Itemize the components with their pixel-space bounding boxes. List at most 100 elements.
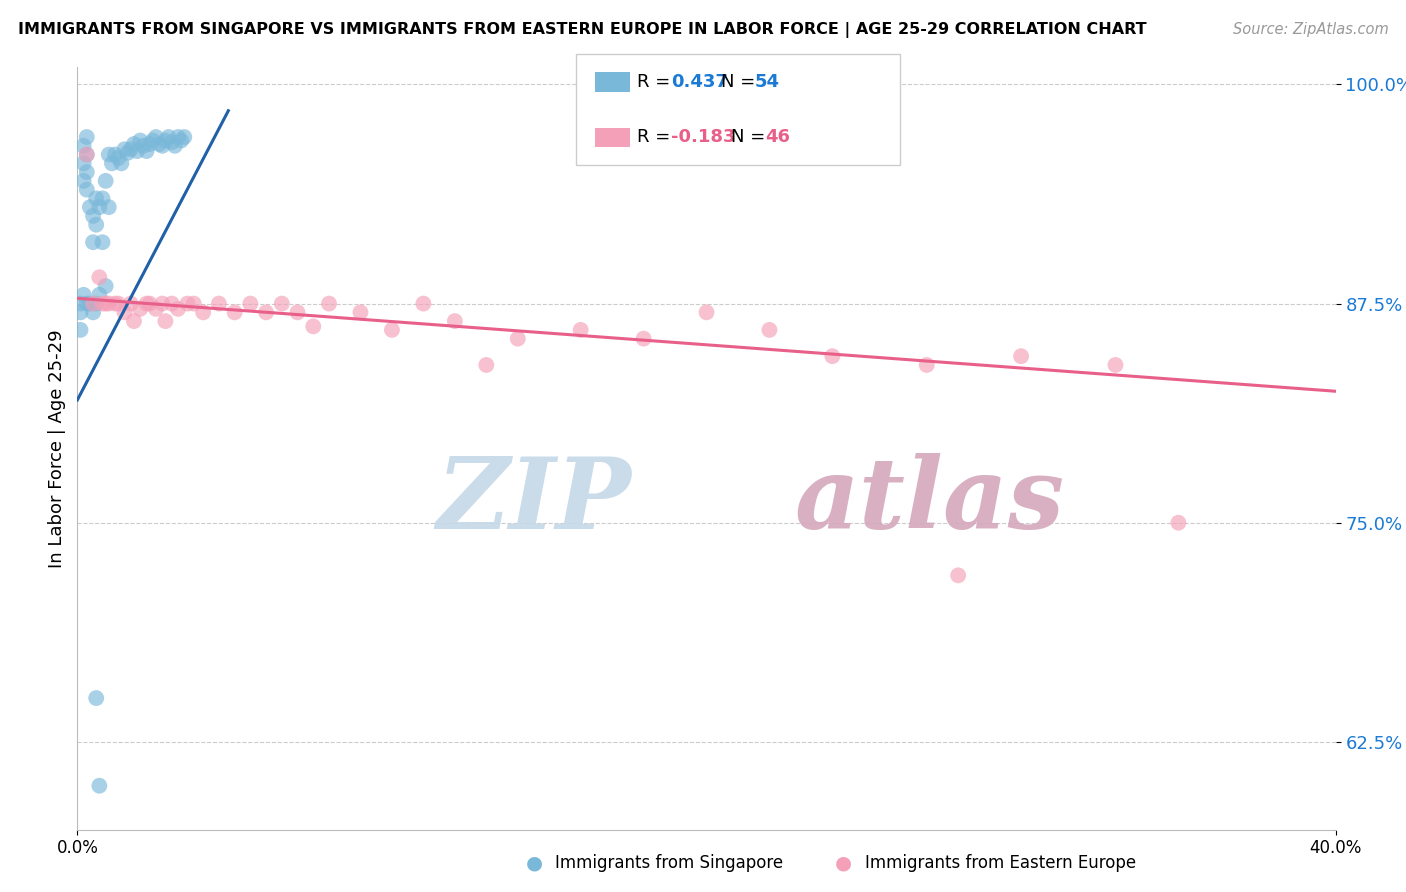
Point <box>97 296 120 310</box>
Point <box>120 296 142 310</box>
Text: N =: N = <box>731 128 770 146</box>
Point <box>129 134 152 148</box>
Point <box>915 358 938 372</box>
Point <box>135 296 157 310</box>
Point <box>122 314 145 328</box>
Point <box>157 130 180 145</box>
Point <box>132 138 155 153</box>
Point <box>89 270 111 285</box>
Point <box>167 301 190 316</box>
Point <box>145 130 167 145</box>
Point <box>1167 516 1189 530</box>
Point <box>129 301 152 316</box>
Point <box>142 134 165 148</box>
Point <box>76 147 98 161</box>
Point <box>224 305 246 319</box>
Point <box>72 138 94 153</box>
Point <box>76 147 98 161</box>
Point <box>104 296 127 310</box>
Point <box>148 136 170 151</box>
Point <box>160 296 183 310</box>
Point <box>72 174 94 188</box>
Point <box>72 156 94 170</box>
Point <box>94 174 117 188</box>
Point <box>127 144 149 158</box>
Point <box>163 138 186 153</box>
Point <box>91 235 114 250</box>
Point <box>72 288 94 302</box>
Point <box>173 130 195 145</box>
Point <box>110 156 132 170</box>
Point <box>91 296 114 310</box>
Point <box>84 218 107 232</box>
Point <box>254 305 277 319</box>
Point <box>97 147 120 161</box>
Point <box>381 323 404 337</box>
Text: R =: R = <box>637 128 676 146</box>
Point <box>94 279 117 293</box>
Point <box>120 142 142 156</box>
Point <box>191 305 215 319</box>
Point <box>84 191 107 205</box>
Point <box>208 296 231 310</box>
Point <box>160 136 183 150</box>
Point <box>318 296 340 310</box>
Point <box>107 151 129 165</box>
Point <box>444 314 467 328</box>
Point <box>412 296 434 310</box>
Point <box>145 301 167 316</box>
Point <box>696 305 718 319</box>
Y-axis label: In Labor Force | Age 25-29: In Labor Force | Age 25-29 <box>48 329 66 567</box>
Point <box>117 145 139 160</box>
Point <box>821 349 844 363</box>
Point <box>114 305 136 319</box>
Point <box>107 296 129 310</box>
Point <box>91 191 114 205</box>
Point <box>475 358 498 372</box>
Point <box>138 136 160 151</box>
Point <box>89 200 111 214</box>
Point <box>76 130 98 145</box>
Point <box>76 183 98 197</box>
Point <box>138 296 160 310</box>
Point <box>155 134 177 148</box>
Point <box>79 296 101 310</box>
Text: Source: ZipAtlas.com: Source: ZipAtlas.com <box>1233 22 1389 37</box>
Point <box>167 130 190 145</box>
Point <box>82 235 104 250</box>
Point <box>114 142 136 156</box>
Point <box>69 305 91 319</box>
Text: IMMIGRANTS FROM SINGAPORE VS IMMIGRANTS FROM EASTERN EUROPE IN LABOR FORCE | AGE: IMMIGRANTS FROM SINGAPORE VS IMMIGRANTS … <box>18 22 1147 38</box>
Text: ●: ● <box>526 854 543 872</box>
Point <box>506 332 529 346</box>
Point <box>569 323 592 337</box>
Text: ●: ● <box>835 854 852 872</box>
Text: 46: 46 <box>765 128 790 146</box>
Text: Immigrants from Eastern Europe: Immigrants from Eastern Europe <box>865 855 1136 872</box>
Point <box>94 296 117 310</box>
Point <box>150 296 173 310</box>
Point <box>287 305 309 319</box>
Text: ZIP: ZIP <box>436 453 631 549</box>
Point <box>82 305 104 319</box>
Point <box>1104 358 1126 372</box>
Point <box>69 296 91 310</box>
Point <box>89 288 111 302</box>
Point <box>150 138 173 153</box>
Point <box>170 134 193 148</box>
Point <box>84 691 107 706</box>
Point <box>135 144 157 158</box>
Point <box>758 323 780 337</box>
Point <box>948 568 970 582</box>
Text: R =: R = <box>637 73 676 91</box>
Text: N =: N = <box>721 73 761 91</box>
Point <box>239 296 262 310</box>
Point <box>82 209 104 223</box>
Point <box>69 323 91 337</box>
Point <box>155 314 177 328</box>
Point <box>270 296 292 310</box>
Point <box>76 165 98 179</box>
Point <box>82 296 104 310</box>
Point <box>89 779 111 793</box>
Text: atlas: atlas <box>794 453 1064 549</box>
